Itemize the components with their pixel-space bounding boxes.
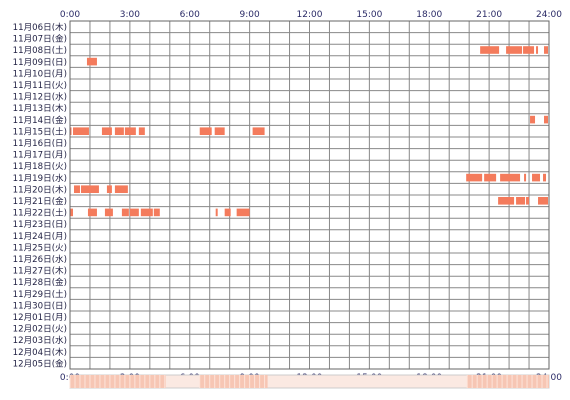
row-label: 11月25日(火) bbox=[13, 242, 67, 253]
activity-bar bbox=[224, 208, 231, 217]
activity-bar bbox=[140, 208, 153, 217]
row-label: 11月07日(金) bbox=[13, 33, 67, 45]
row-label: 11月24日(月) bbox=[13, 231, 67, 242]
plot-border bbox=[69, 20, 550, 370]
row-label: 11月23日(日) bbox=[13, 219, 67, 230]
activity-bar bbox=[526, 197, 530, 205]
summary-band bbox=[199, 375, 268, 388]
activity-bar bbox=[86, 57, 97, 66]
row-label: 12月05日(金) bbox=[13, 357, 67, 369]
activity-bar bbox=[104, 208, 113, 217]
activity-bar bbox=[480, 46, 500, 54]
activity-bar bbox=[215, 208, 218, 217]
activity-bar bbox=[87, 208, 97, 217]
row-label: 11月20日(木) bbox=[13, 183, 67, 195]
row-label: 11月12日(水) bbox=[13, 91, 67, 103]
activity-bar bbox=[114, 185, 128, 193]
row-label: 11月30日(日) bbox=[13, 300, 67, 311]
x-tick-label: 18:00 bbox=[416, 10, 442, 20]
activity-bar bbox=[199, 127, 212, 135]
row-label: 11月16日(日) bbox=[13, 138, 67, 149]
row-label: 12月03日(水) bbox=[13, 334, 67, 346]
summary-band bbox=[70, 375, 166, 388]
activity-bar bbox=[214, 127, 225, 135]
row-label: 11月08日(土) bbox=[13, 44, 67, 56]
activity-bar bbox=[506, 46, 523, 54]
row-label: 11月15日(土) bbox=[13, 125, 67, 137]
activity-bar bbox=[129, 208, 139, 217]
row-label: 11月11日(火) bbox=[13, 80, 67, 91]
activity-bar bbox=[124, 127, 136, 135]
activity-bar bbox=[498, 197, 515, 205]
activity-bar bbox=[530, 115, 536, 124]
activity-bar bbox=[80, 185, 99, 193]
activity-bar bbox=[484, 173, 497, 182]
activity-bar bbox=[544, 46, 549, 54]
row-labels: 11月06日(木)11月07日(金)11月08日(土)11月09日(日)11月1… bbox=[13, 21, 67, 369]
activity-bar bbox=[523, 46, 535, 54]
row-label: 11月18日(火) bbox=[13, 161, 67, 172]
row-label: 11月17日(月) bbox=[13, 150, 67, 161]
activity-bar bbox=[500, 173, 521, 182]
row-label: 12月01日(月) bbox=[13, 312, 67, 323]
activity-bar bbox=[114, 127, 124, 135]
chart-grid bbox=[69, 20, 550, 370]
row-label: 11月19日(水) bbox=[13, 172, 67, 184]
x-tick-label: 0:00 bbox=[60, 10, 80, 20]
activity-bar bbox=[252, 127, 265, 135]
activity-bar bbox=[544, 115, 549, 124]
row-label: 11月22日(土) bbox=[13, 207, 67, 219]
row-label: 11月10日(月) bbox=[13, 68, 67, 79]
x-tick-label: 24:00 bbox=[536, 10, 562, 20]
activity-bar bbox=[101, 127, 112, 135]
row-label: 12月02日(火) bbox=[13, 324, 67, 335]
activity-bar bbox=[466, 173, 483, 182]
x-tick-label: 6:00 bbox=[180, 10, 200, 20]
x-tick-label: 9:00 bbox=[240, 10, 260, 20]
activity-bar bbox=[536, 46, 539, 54]
x-axis-top: 0:00 3:00 6:00 9:00 12:00 15:00 18:00 21:00 24:0… bbox=[60, 10, 562, 20]
row-label: 11月28日(金) bbox=[13, 276, 67, 288]
activity-bar bbox=[121, 208, 129, 217]
row-label: 11月21日(金) bbox=[13, 195, 67, 207]
activity-bar bbox=[538, 197, 549, 205]
activity-bar bbox=[106, 185, 112, 193]
activity-bar bbox=[70, 127, 72, 135]
activity-bar bbox=[138, 127, 145, 135]
activity-bar bbox=[543, 173, 547, 182]
activity-bar bbox=[532, 173, 541, 182]
x-tick-label: 21:00 bbox=[476, 10, 502, 20]
row-label: 11月13日(木) bbox=[13, 102, 67, 114]
x-tick-label: 12:00 bbox=[297, 10, 323, 20]
row-label: 11月27日(木) bbox=[13, 265, 67, 277]
chart-frame bbox=[69, 20, 550, 370]
activity-bar bbox=[516, 197, 526, 205]
row-label: 11月14日(金) bbox=[13, 114, 67, 126]
x-tick-label: 15:00 bbox=[356, 10, 382, 20]
activity-bar bbox=[236, 208, 250, 217]
summary-strip bbox=[69, 374, 550, 389]
activity-bar bbox=[524, 173, 527, 182]
row-label: 11月26日(水) bbox=[13, 253, 67, 265]
activity-marks bbox=[70, 46, 549, 217]
row-label: 11月29日(土) bbox=[13, 288, 67, 300]
activity-bar bbox=[73, 185, 80, 193]
activity-bar bbox=[70, 208, 73, 217]
row-label: 11月09日(日) bbox=[13, 57, 67, 68]
activity-bar bbox=[72, 127, 89, 135]
activity-bar bbox=[153, 208, 160, 217]
row-label: 11月06日(木) bbox=[13, 21, 67, 33]
x-tick-label: 3:00 bbox=[120, 10, 140, 20]
row-label: 12月04日(木) bbox=[13, 346, 67, 358]
